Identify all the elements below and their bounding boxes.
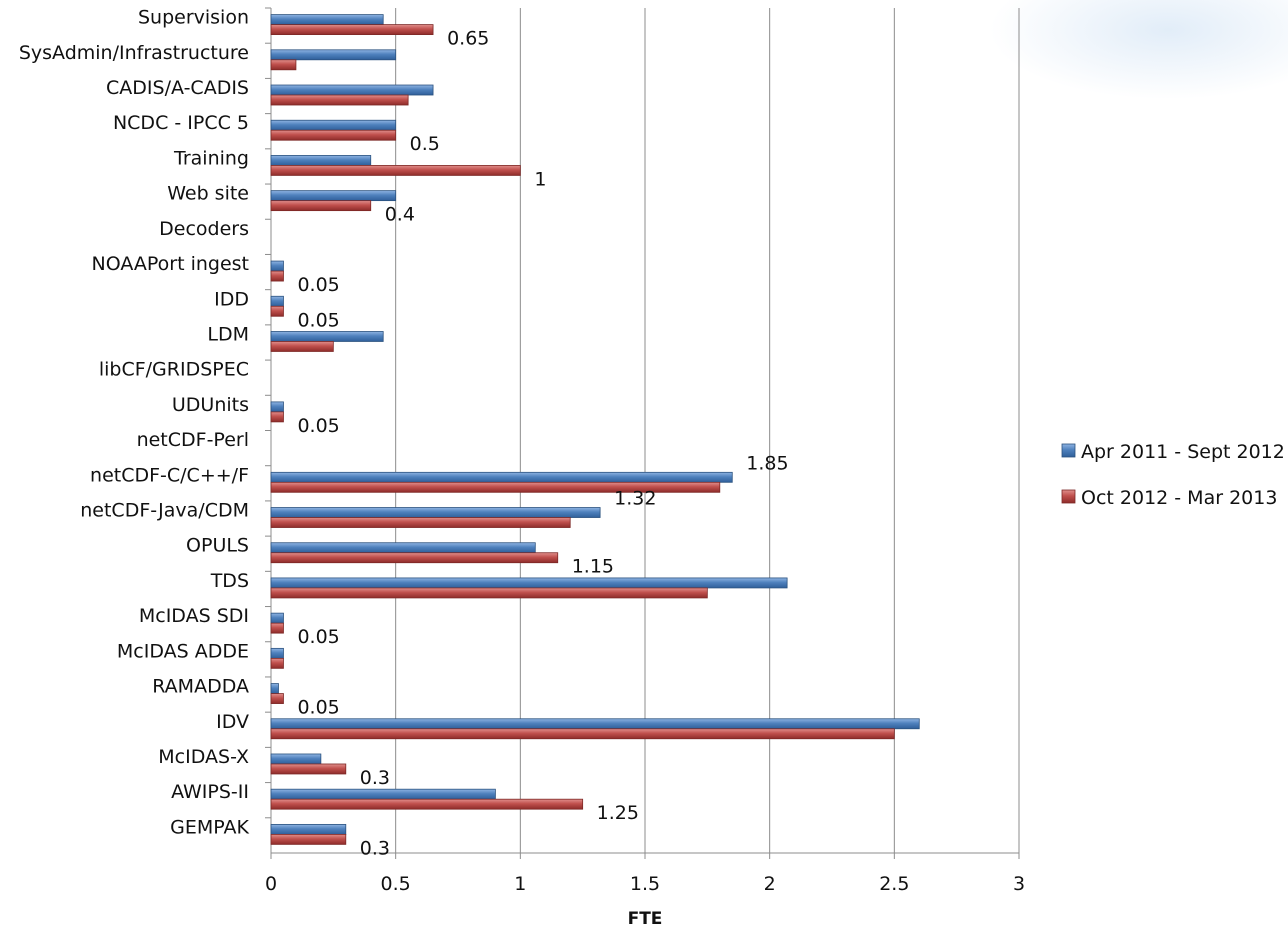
bar-oct2012-mar2013 <box>270 657 284 669</box>
bar-apr2011-sept2012 <box>270 401 284 413</box>
bar-apr2011-sept2012 <box>270 577 788 589</box>
x-tick-label: 0 <box>265 873 277 895</box>
bar-apr2011-sept2012 <box>270 788 496 800</box>
category-label: NCDC - IPCC 5 <box>113 112 249 134</box>
bar-oct2012-mar2013 <box>270 481 721 493</box>
category-label: Decoders <box>159 218 249 240</box>
bar-apr2011-sept2012 <box>270 190 397 202</box>
bar-oct2012-mar2013 <box>270 693 284 704</box>
bar-apr2011-sept2012 <box>270 49 397 61</box>
x-tick-label: 1 <box>514 873 526 895</box>
bar-apr2011-sept2012 <box>270 260 284 272</box>
category-label: RAMADDA <box>152 676 249 698</box>
bar-oct2012-mar2013 <box>270 622 284 634</box>
x-tick-label: 1.5 <box>630 873 660 895</box>
bar-oct2012-mar2013 <box>270 587 708 599</box>
data-label: 1.25 <box>597 802 639 824</box>
category-label: IDD <box>214 288 249 310</box>
bar-oct2012-mar2013 <box>270 305 284 317</box>
x-tick-label: 2 <box>764 873 776 895</box>
bar-apr2011-sept2012 <box>270 14 384 26</box>
bar-oct2012-mar2013 <box>270 552 559 564</box>
data-label: 1.32 <box>614 488 656 510</box>
data-label: 1.85 <box>746 452 788 474</box>
bar-oct2012-mar2013 <box>270 833 347 845</box>
bar-oct2012-mar2013 <box>270 763 347 775</box>
legend-swatch <box>1061 443 1076 458</box>
bar-oct2012-mar2013 <box>270 59 297 71</box>
category-label: Web site <box>167 183 249 205</box>
category-label: McIDAS SDI <box>139 605 249 627</box>
category-label: McIDAS ADDE <box>117 640 249 662</box>
bar-oct2012-mar2013 <box>270 24 434 36</box>
data-label: 0.3 <box>360 767 390 789</box>
category-label: IDV <box>216 711 249 733</box>
data-label: 0.05 <box>297 309 339 331</box>
category-label: netCDF-Perl <box>137 429 249 451</box>
x-tick-label: 0.5 <box>381 873 411 895</box>
bar-apr2011-sept2012 <box>270 718 920 730</box>
data-label: 1 <box>534 168 546 190</box>
category-label: NOAAPort ingest <box>92 253 249 275</box>
category-label: AWIPS-II <box>171 781 249 803</box>
category-label: libCF/GRIDSPEC <box>99 359 249 381</box>
bar-apr2011-sept2012 <box>270 507 601 518</box>
bar-apr2011-sept2012 <box>270 119 397 131</box>
category-label: Supervision <box>138 7 249 29</box>
data-label: 1.15 <box>572 556 614 578</box>
category-label: SysAdmin/Infrastructure <box>19 42 249 64</box>
bar-oct2012-mar2013 <box>270 165 521 176</box>
bar-oct2012-mar2013 <box>270 517 571 528</box>
bar-oct2012-mar2013 <box>270 341 334 352</box>
data-label: 0.05 <box>297 274 339 296</box>
bar-apr2011-sept2012 <box>270 647 284 659</box>
legend-label: Oct 2012 - Mar 2013 <box>1081 487 1277 509</box>
data-label: 0.05 <box>297 415 339 437</box>
category-label: netCDF-C/C++/F <box>90 464 249 486</box>
bar-oct2012-mar2013 <box>270 798 584 810</box>
bar-oct2012-mar2013 <box>270 728 895 740</box>
category-label: netCDF-Java/CDM <box>80 500 249 522</box>
bar-apr2011-sept2012 <box>270 612 284 624</box>
bar-oct2012-mar2013 <box>270 411 284 423</box>
category-label: GEMPAK <box>170 816 249 838</box>
bar-oct2012-mar2013 <box>270 200 372 212</box>
data-label: 0.5 <box>410 133 440 155</box>
category-label: UDUnits <box>172 394 249 416</box>
category-label: Training <box>173 147 249 169</box>
bar-apr2011-sept2012 <box>270 823 347 835</box>
data-label: 0.65 <box>447 28 489 50</box>
category-label: CADIS/A-CADIS <box>106 77 249 99</box>
legend-label: Apr 2011 - Sept 2012 <box>1081 441 1285 463</box>
data-label: 0.3 <box>360 837 390 859</box>
bar-oct2012-mar2013 <box>270 129 397 141</box>
x-axis-title: FTE <box>628 909 663 929</box>
data-label: 0.05 <box>297 626 339 648</box>
bar-apr2011-sept2012 <box>270 295 284 307</box>
category-label: OPULS <box>186 535 249 557</box>
bar-oct2012-mar2013 <box>270 270 284 282</box>
bar-apr2011-sept2012 <box>270 471 733 483</box>
bar-apr2011-sept2012 <box>270 683 279 694</box>
category-label: LDM <box>207 323 249 345</box>
x-tick-label: 3 <box>1013 873 1025 895</box>
bar-apr2011-sept2012 <box>270 155 372 166</box>
data-label: 0.4 <box>385 204 415 226</box>
bar-apr2011-sept2012 <box>270 542 536 554</box>
legend-swatch <box>1061 489 1076 504</box>
bar-apr2011-sept2012 <box>270 331 384 342</box>
bar-oct2012-mar2013 <box>270 94 409 106</box>
x-tick-label: 2.5 <box>879 873 909 895</box>
data-label: 0.05 <box>297 697 339 719</box>
background-glow <box>988 0 1288 100</box>
bar-apr2011-sept2012 <box>270 84 434 96</box>
category-label: TDS <box>210 570 249 592</box>
category-label: McIDAS-X <box>158 746 249 768</box>
bar-apr2011-sept2012 <box>270 753 322 765</box>
